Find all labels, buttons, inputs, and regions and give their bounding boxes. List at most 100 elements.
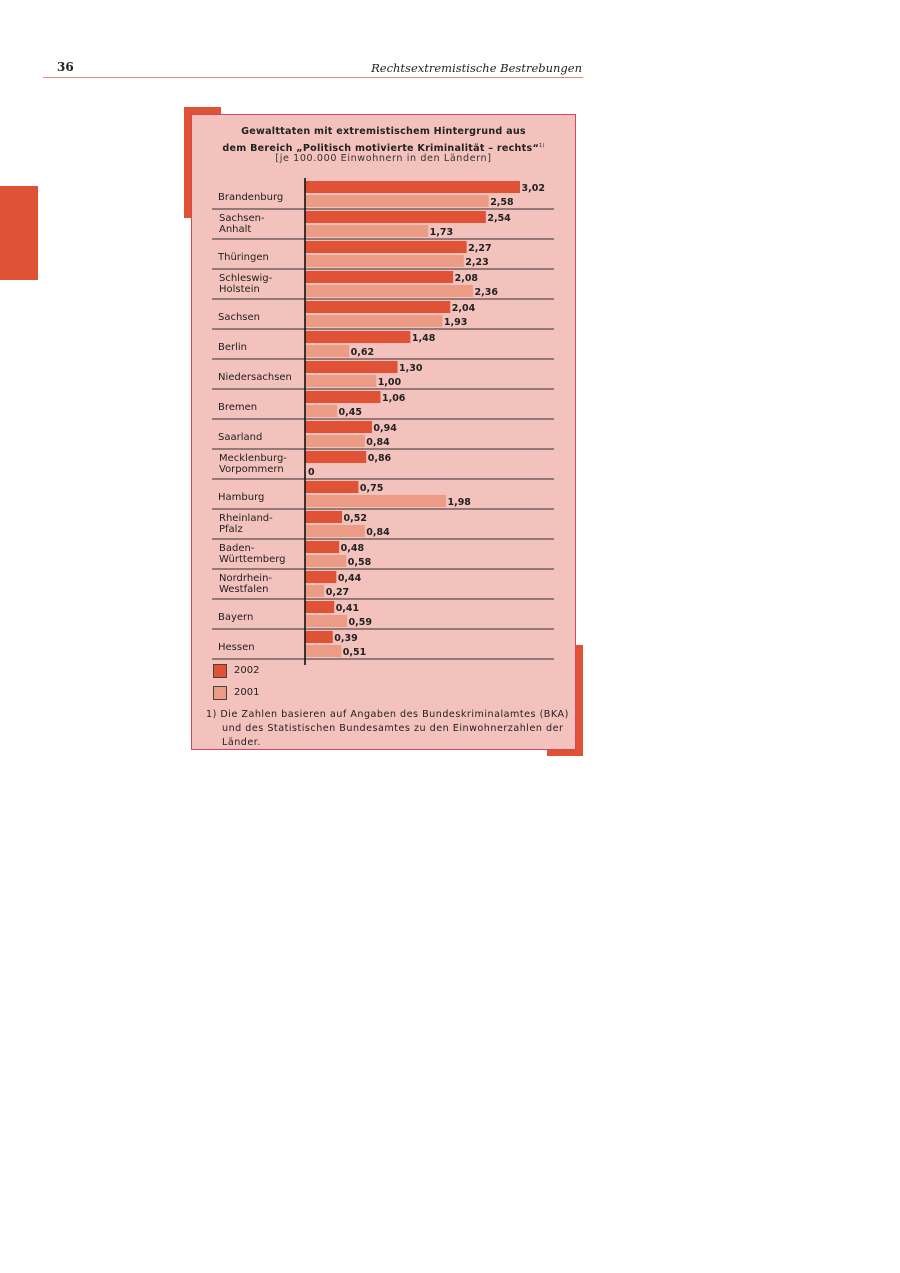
chart-title-line-1: Gewalttaten mit extremistischem Hintergr…	[241, 126, 526, 137]
data-label-2001: 1,93	[444, 317, 467, 328]
bar-2002	[305, 511, 343, 523]
data-label-2001: 0,58	[348, 557, 372, 568]
bar-2002	[305, 211, 486, 223]
category-label: Hamburg	[218, 492, 264, 503]
category-label: Brandenburg	[218, 192, 283, 203]
data-label-2002: 2,54	[487, 213, 511, 224]
category-label: Mecklenburg-Vorpommern	[219, 453, 287, 475]
chart-title-line-2: dem Bereich „Politisch motivierte Krimin…	[192, 139, 575, 156]
bar-chart: Brandenburg 3,02 2,58 Sachsen-Anhalt 2,54 1,7…	[212, 178, 554, 665]
data-label-2002: 2,27	[468, 243, 491, 254]
bar-2002	[305, 181, 521, 193]
category-label-line: Schleswig-	[219, 273, 273, 284]
bar-2001	[305, 435, 365, 447]
legend-swatch-2002	[213, 664, 227, 678]
category-label-line: Sachsen-	[219, 213, 265, 224]
bar-2001	[305, 525, 365, 537]
category-label-line: Mecklenburg-	[219, 453, 287, 464]
data-label-2001: 0,51	[343, 647, 366, 658]
bar-2001	[305, 345, 350, 357]
legend-label-2001: 2001	[234, 687, 260, 698]
data-label-2002: 0,86	[368, 453, 392, 464]
data-label-2002: 2,08	[455, 273, 479, 284]
data-label-2002: 0,52	[344, 513, 367, 524]
chart-panel: Gewalttaten mit extremistischem Hintergr…	[191, 114, 576, 750]
category-label: Sachsen-Anhalt	[219, 213, 265, 235]
data-label-2002: 1,30	[399, 363, 423, 374]
bar-2002	[305, 451, 367, 463]
data-label-2001: 1,00	[378, 377, 402, 388]
data-label-2002: 3,02	[522, 183, 545, 194]
category-label: Thüringen	[217, 252, 269, 263]
data-label-2001: 0	[308, 467, 315, 478]
category-label: Nordrhein-Westfalen	[219, 573, 272, 595]
category-label-line: Rheinland-	[219, 513, 273, 524]
category-label-line: Westfalen	[219, 584, 269, 595]
data-label-2001: 0,45	[339, 407, 362, 418]
page-number: 36	[57, 60, 74, 74]
bar-2002	[305, 331, 411, 343]
data-label-2001: 0,84	[366, 437, 390, 448]
legend-label-2002: 2002	[234, 665, 260, 676]
data-label-2001: 0,62	[351, 347, 374, 358]
category-label-line: Nordrhein-	[219, 573, 272, 584]
bar-2001	[305, 555, 347, 567]
data-label-2002: 0,75	[360, 483, 383, 494]
bar-2001	[305, 195, 489, 207]
side-tab	[0, 186, 38, 280]
chart-title: Gewalttaten mit extremistischem Hintergr…	[192, 125, 575, 156]
category-label: Berlin	[218, 342, 247, 353]
bar-2001	[305, 585, 325, 597]
bar-2001	[305, 315, 443, 327]
category-label: Hessen	[218, 642, 255, 653]
bar-2002	[305, 271, 454, 283]
category-label: Rheinland-Pfalz	[219, 513, 273, 535]
data-label-2001: 2,23	[465, 257, 488, 268]
data-label-2002: 0,39	[334, 633, 357, 644]
bar-2002	[305, 241, 467, 253]
data-label-2002: 0,41	[336, 603, 359, 614]
category-label: Niedersachsen	[218, 372, 292, 383]
legend-swatch-2001	[213, 686, 227, 700]
data-label-2002: 0,94	[373, 423, 397, 434]
category-label-line: Baden-	[219, 543, 255, 554]
data-label-2002: 2,04	[452, 303, 476, 314]
data-label-2002: 0,44	[338, 573, 362, 584]
category-label: Baden-Württemberg	[219, 543, 286, 565]
bar-2001	[305, 645, 342, 657]
bar-2001	[305, 405, 338, 417]
category-label: Schleswig-Holstein	[219, 273, 273, 295]
bar-2001	[305, 615, 348, 627]
data-label-2001: 1,98	[447, 497, 471, 508]
bar-2002	[305, 481, 359, 493]
data-label-2001: 0,59	[349, 617, 372, 628]
category-label-line: Holstein	[219, 284, 260, 295]
bar-2002	[305, 421, 372, 433]
bar-2002	[305, 601, 335, 613]
header-rule	[43, 77, 583, 78]
chart-subtitle: [je 100.000 Einwohnern in den Ländern]	[275, 153, 492, 164]
chart-title-line-2-text: dem Bereich „Politisch motivierte Krimin…	[222, 143, 539, 155]
bar-2001	[305, 285, 474, 297]
data-label-2001: 2,36	[475, 287, 499, 298]
bar-2001	[305, 225, 429, 237]
category-label-line: Württemberg	[219, 554, 286, 565]
data-label-2002: 1,06	[382, 393, 406, 404]
bar-2002	[305, 631, 333, 643]
footnote: 1) Die Zahlen basieren auf Angaben des B…	[206, 709, 569, 748]
category-label: Bayern	[218, 612, 253, 623]
bar-2002	[305, 541, 340, 553]
bar-2002	[305, 361, 398, 373]
category-label: Saarland	[218, 432, 262, 443]
data-label-2002: 1,48	[412, 333, 436, 344]
category-label: Bremen	[218, 402, 257, 413]
category-label: Sachsen	[218, 312, 260, 323]
category-label-line: Pfalz	[219, 524, 243, 535]
bar-2001	[305, 375, 377, 387]
title-footnote-mark: 1)	[539, 143, 545, 149]
bar-2001	[305, 255, 464, 267]
category-label-line: Anhalt	[219, 224, 251, 235]
data-label-2002: 0,48	[341, 543, 365, 554]
data-label-2001: 0,27	[326, 587, 349, 598]
bar-2002	[305, 391, 381, 403]
